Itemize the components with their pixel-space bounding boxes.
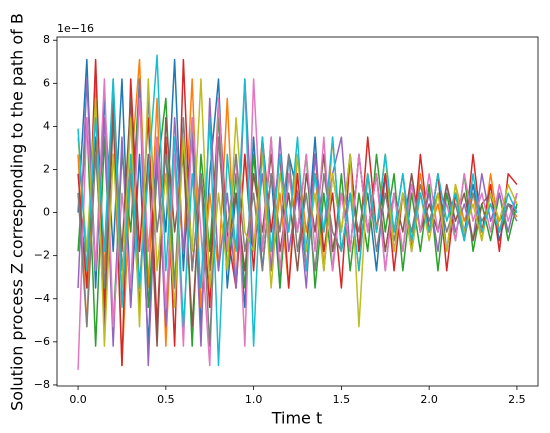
series-line [77, 78, 518, 347]
x-tick-label: 0.0 [69, 393, 87, 406]
x-tick-label: 1.0 [245, 393, 263, 406]
y-tick-label: 6 [43, 76, 50, 89]
y-offset-label: 1e−16 [57, 22, 94, 35]
y-tick-label: −6 [34, 335, 50, 348]
x-axis-label: Time t [271, 409, 323, 428]
series-line [77, 58, 518, 367]
y-tick-label: 0 [43, 206, 50, 219]
x-tick-label: 1.5 [333, 393, 351, 406]
plot-frame [56, 36, 539, 387]
plot-lines [77, 54, 518, 370]
y-tick-label: −4 [34, 292, 50, 305]
y-tick-label: −2 [34, 249, 50, 262]
y-axis-label: Solution process Z corresponding to the … [8, 13, 27, 411]
y-tick-label: 4 [43, 119, 50, 132]
y-tick-label: −8 [34, 378, 50, 391]
y-tick-label: 2 [43, 162, 50, 175]
x-tick-label: 2.5 [508, 393, 526, 406]
series-line [77, 78, 518, 370]
y-tick-label: 8 [43, 33, 50, 46]
series-line [77, 54, 518, 367]
x-tick-label: 2.0 [420, 393, 438, 406]
x-tick-label: 0.5 [157, 393, 175, 406]
